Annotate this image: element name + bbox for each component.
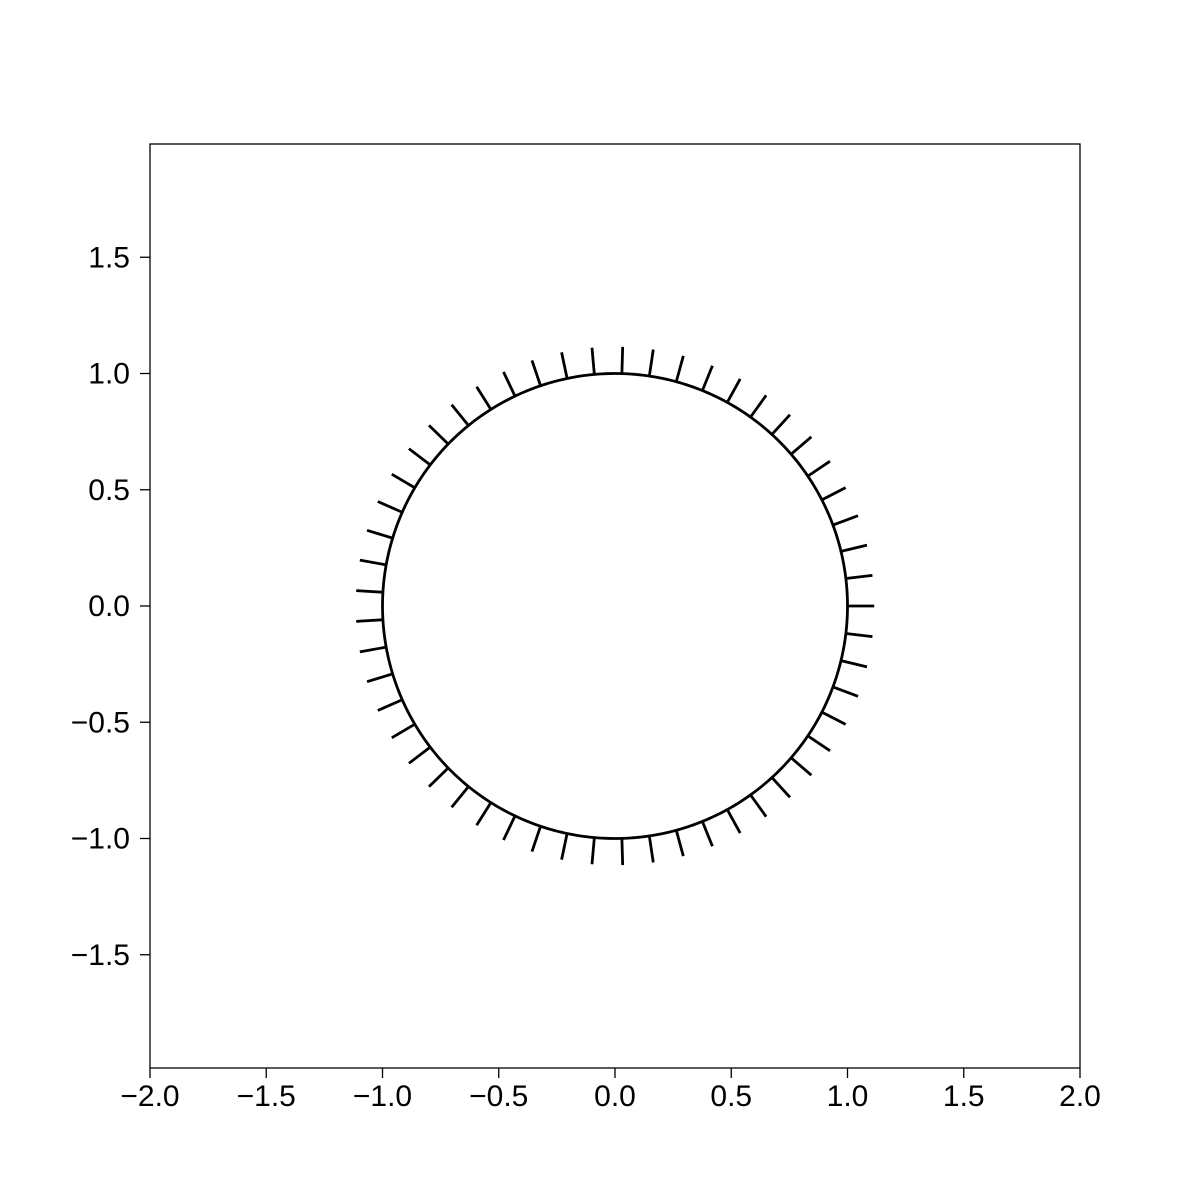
svg-text:−1.5: −1.5 [71, 939, 130, 972]
svg-text:2.0: 2.0 [1059, 1080, 1101, 1113]
svg-text:−1.0: −1.0 [353, 1080, 412, 1113]
svg-text:0.5: 0.5 [88, 474, 130, 507]
svg-text:−2.0: −2.0 [120, 1080, 179, 1113]
svg-text:−0.5: −0.5 [469, 1080, 528, 1113]
svg-text:−1.0: −1.0 [71, 823, 130, 856]
svg-text:1.5: 1.5 [88, 241, 130, 274]
svg-text:−1.5: −1.5 [237, 1080, 296, 1113]
svg-text:−0.5: −0.5 [71, 706, 130, 739]
svg-text:0.0: 0.0 [88, 590, 130, 623]
svg-text:1.0: 1.0 [827, 1080, 869, 1113]
svg-text:0.5: 0.5 [710, 1080, 752, 1113]
svg-text:1.0: 1.0 [88, 358, 130, 391]
svg-text:0.0: 0.0 [594, 1080, 636, 1113]
svg-text:1.5: 1.5 [943, 1080, 985, 1113]
